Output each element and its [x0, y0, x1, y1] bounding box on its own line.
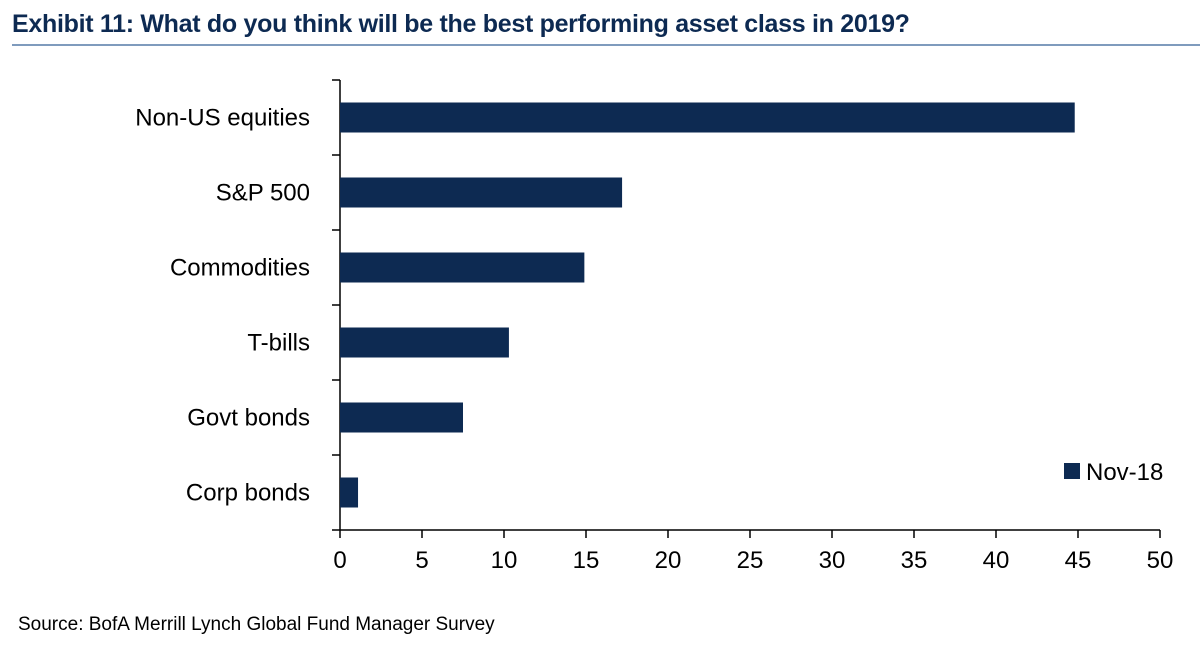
- bar-chart: Non-US equities S&P 500 Commodities T-bills…: [135, 79, 1174, 574]
- value-tick-label: 45: [1065, 547, 1092, 574]
- legend-swatch: [1064, 463, 1080, 479]
- legend: Nov-18: [1064, 459, 1163, 486]
- value-tick-label: 50: [1147, 547, 1174, 574]
- category-label: T-bills: [247, 330, 310, 357]
- category-label: Govt bonds: [187, 405, 310, 432]
- category-label: Non-US equities: [135, 105, 310, 132]
- bar: [340, 402, 463, 433]
- value-tick-label: 35: [901, 547, 928, 574]
- chart-title: Exhibit 11: What do you think will be th…: [12, 10, 910, 38]
- value-tick-label: 5: [415, 547, 428, 574]
- category-label: S&P 500: [216, 180, 310, 207]
- value-tick-label: 10: [491, 547, 518, 574]
- value-tick-label: 20: [655, 547, 682, 574]
- value-tick-label: 25: [737, 547, 764, 574]
- bar: [340, 477, 359, 508]
- category-label: Commodities: [170, 255, 310, 282]
- bar-series: [340, 102, 1075, 508]
- value-tick-label: 0: [333, 547, 346, 574]
- bar: [340, 102, 1075, 133]
- value-axis: 0 5 10 15 20 25 30 35 40 45 50: [333, 529, 1174, 574]
- bar: [340, 177, 623, 208]
- source-note: Source: BofA Merrill Lynch Global Fund M…: [18, 614, 495, 635]
- category-label: Corp bonds: [186, 480, 310, 507]
- bar: [340, 252, 585, 283]
- legend-label: Nov-18: [1086, 459, 1163, 486]
- category-axis: Non-US equities S&P 500 Commodities T-bills…: [135, 79, 341, 531]
- value-tick-label: 30: [819, 547, 846, 574]
- title-divider: [12, 44, 1200, 46]
- value-tick-label: 15: [573, 547, 600, 574]
- value-tick-label: 40: [983, 547, 1010, 574]
- bar: [340, 327, 509, 358]
